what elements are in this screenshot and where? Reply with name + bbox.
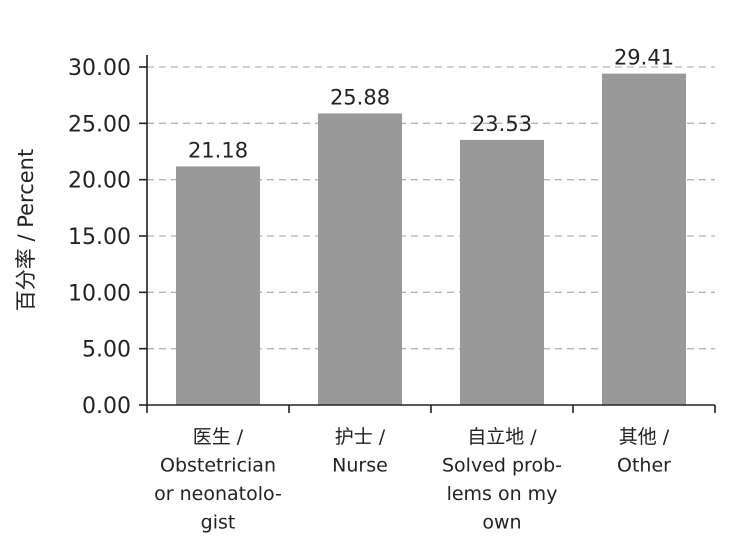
x-category-label-line: own [482,512,521,534]
data-label: 23.53 [472,112,532,136]
x-category-label-line: Solved prob- [442,455,562,477]
x-category-label: 自立地 / Solved prob-lems on my own [442,426,562,534]
bar [460,139,544,406]
y-tick-label: 15.00 [68,225,131,250]
y-tick-labels: 0.00 5.00 10.00 15.00 20.00 25.00 30.00 [68,56,131,419]
x-category-label-line: 自立地 / [467,426,537,448]
x-category-labels: 医生 / Obstetrician or neonatolo-gist 护士 / Nur… [154,426,671,534]
y-tick-label: 20.00 [68,169,131,194]
data-label: 29.41 [614,46,674,70]
y-tick-label: 10.00 [68,281,131,306]
x-category-label-line: lems on my [447,483,558,505]
x-category-label-line: or neonatolo- [154,483,282,505]
y-tick-label: 25.00 [68,112,131,137]
x-category-label-line: 护士 / [335,426,386,448]
y-axis-title: 百分率 / Percent [14,149,38,311]
x-category-label-line: 医生 / [193,426,244,448]
x-category-label: 医生 / Obstetrician or neonatolo-gist [154,426,282,534]
y-tick-label: 5.00 [82,338,131,363]
bar [176,166,260,405]
data-label: 21.18 [188,138,248,162]
x-category-label-line: Obstetrician [160,455,276,477]
data-label: 25.88 [330,85,390,109]
axes [139,55,716,413]
x-category-label-line: 其他 / [619,426,670,448]
x-category-label: 其他 / Other [617,426,671,477]
x-category-label-line: Other [617,455,671,477]
bar [318,113,402,405]
bars [176,73,686,406]
bar [602,73,686,405]
data-labels: 21.18 25.88 23.53 29.41 [188,46,674,163]
x-category-label: 护士 / Nurse [332,426,388,477]
x-category-label-line: Nurse [332,455,388,477]
x-category-label-line: gist [201,512,236,534]
y-tick-label: 0.00 [82,394,131,419]
y-tick-label: 30.00 [68,56,131,81]
